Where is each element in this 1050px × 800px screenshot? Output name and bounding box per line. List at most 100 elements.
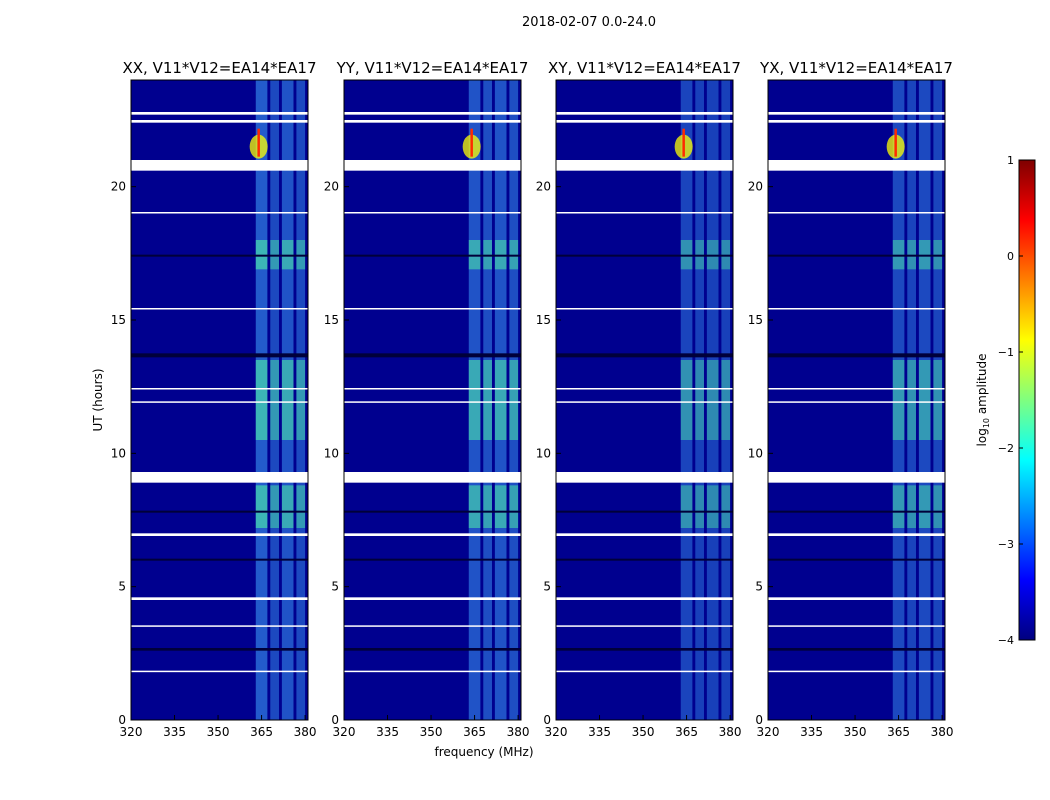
panel: XX, V11*V12=EA14*EA17 320 335 350 365 380 0 5 10… bbox=[111, 59, 317, 739]
panel-title: YX, V11*V12=EA14*EA17 bbox=[759, 59, 953, 77]
panel-title: XX, V11*V12=EA14*EA17 bbox=[122, 59, 316, 77]
x-tick-label: 335 bbox=[163, 725, 186, 739]
panel: XY, V11*V12=EA14*EA17 320 335 350 365 380 0 5 10… bbox=[536, 59, 742, 739]
band-column bbox=[907, 80, 916, 720]
y-axis-label: UT (hours) bbox=[91, 368, 105, 431]
colorbar-tick-label: −1 bbox=[998, 346, 1014, 359]
band-bright-segment bbox=[706, 485, 719, 528]
blank-row bbox=[131, 308, 308, 310]
blank-row bbox=[556, 533, 733, 536]
panel-background bbox=[768, 80, 945, 720]
blank-row bbox=[768, 308, 945, 310]
panels: XX, V11*V12=EA14*EA17 320 335 350 365 380 0 5 10… bbox=[111, 59, 954, 739]
blank-row bbox=[131, 388, 308, 390]
dark-stripe bbox=[768, 254, 945, 257]
blank-row bbox=[556, 597, 733, 600]
band-column bbox=[695, 80, 704, 720]
y-tick-label: 10 bbox=[324, 446, 339, 460]
dark-stripe bbox=[344, 558, 521, 561]
band-bright-segment bbox=[509, 485, 519, 528]
blank-row bbox=[344, 388, 521, 390]
blank-row bbox=[344, 533, 521, 536]
blank-row bbox=[344, 472, 521, 483]
dark-stripe bbox=[344, 353, 521, 358]
y-tick-label: 5 bbox=[543, 580, 551, 594]
colorbar-tick-label: −2 bbox=[998, 442, 1014, 455]
band-column bbox=[892, 80, 905, 720]
dark-stripe bbox=[344, 254, 521, 257]
dark-stripe bbox=[131, 510, 308, 513]
x-tick-label: 365 bbox=[887, 725, 910, 739]
blank-row bbox=[768, 401, 945, 403]
dark-stripe bbox=[556, 510, 733, 513]
x-tick-label: 380 bbox=[507, 725, 530, 739]
colorbar-tick-label: 1 bbox=[1007, 154, 1014, 167]
blank-row bbox=[768, 533, 945, 536]
dark-stripe bbox=[131, 353, 308, 358]
y-tick-label: 10 bbox=[536, 446, 551, 460]
panel-background bbox=[131, 80, 308, 720]
panel-frame bbox=[767, 79, 946, 721]
x-tick-label: 380 bbox=[719, 725, 742, 739]
band-bright-segment bbox=[468, 485, 481, 528]
band-bright-segment bbox=[494, 485, 507, 528]
x-tick-label: 320 bbox=[120, 725, 143, 739]
band-column bbox=[706, 80, 719, 720]
band-bright-segment bbox=[892, 485, 905, 528]
band-bright-segment bbox=[483, 360, 492, 440]
blank-row bbox=[768, 160, 945, 171]
blank-row bbox=[344, 308, 521, 310]
colorbar-gradient bbox=[1018, 159, 1036, 641]
colorbar-tick-label: 0 bbox=[1007, 250, 1014, 263]
band-bright-segment bbox=[680, 485, 693, 528]
panel-title: YY, V11*V12=EA14*EA17 bbox=[336, 59, 529, 77]
blank-row bbox=[768, 388, 945, 390]
y-tick-label: 0 bbox=[331, 713, 339, 727]
panel-background bbox=[344, 80, 521, 720]
band-bright-segment bbox=[255, 485, 268, 528]
y-tick-label: 15 bbox=[748, 313, 763, 327]
band-bright-segment bbox=[933, 360, 943, 440]
band-column bbox=[721, 80, 731, 720]
band-bright-segment bbox=[721, 360, 731, 440]
y-tick-label: 20 bbox=[111, 180, 126, 194]
blank-row bbox=[556, 625, 733, 627]
band-bright-segment bbox=[933, 485, 943, 528]
blank-row bbox=[556, 388, 733, 390]
band-bright-segment bbox=[721, 485, 731, 528]
band-bright-segment bbox=[281, 360, 294, 440]
blank-row bbox=[344, 670, 521, 673]
x-tick-label: 320 bbox=[333, 725, 356, 739]
x-tick-label: 380 bbox=[931, 725, 954, 739]
colorbar-tick-label: −4 bbox=[998, 634, 1014, 647]
x-tick-label: 365 bbox=[675, 725, 698, 739]
y-tick-label: 10 bbox=[111, 446, 126, 460]
x-tick-label: 380 bbox=[294, 725, 317, 739]
y-tick-label: 0 bbox=[118, 713, 126, 727]
blank-row bbox=[344, 120, 521, 123]
blank-row bbox=[131, 112, 308, 115]
band-column bbox=[509, 80, 519, 720]
blank-row bbox=[344, 597, 521, 600]
dark-stripe bbox=[556, 254, 733, 257]
blank-row bbox=[556, 670, 733, 673]
blank-row bbox=[556, 308, 733, 310]
colorbar: −4 −3 −2 −1 0 1 log10 amplitude bbox=[975, 154, 1036, 647]
blank-row bbox=[131, 212, 308, 214]
x-tick-label: 320 bbox=[757, 725, 780, 739]
blank-row bbox=[344, 112, 521, 115]
dark-stripe bbox=[556, 353, 733, 358]
blank-row bbox=[131, 401, 308, 403]
y-tick-label: 5 bbox=[755, 580, 763, 594]
y-tick-label: 10 bbox=[748, 446, 763, 460]
band-column bbox=[296, 80, 306, 720]
dark-stripe bbox=[768, 558, 945, 561]
dark-stripe bbox=[768, 353, 945, 358]
blank-row bbox=[131, 670, 308, 673]
panel: YX, V11*V12=EA14*EA17 320 335 350 365 380 0 5 10… bbox=[748, 59, 954, 739]
blank-row bbox=[768, 670, 945, 673]
blank-row bbox=[768, 112, 945, 115]
blank-row bbox=[131, 597, 308, 600]
band-bright-segment bbox=[296, 360, 306, 440]
